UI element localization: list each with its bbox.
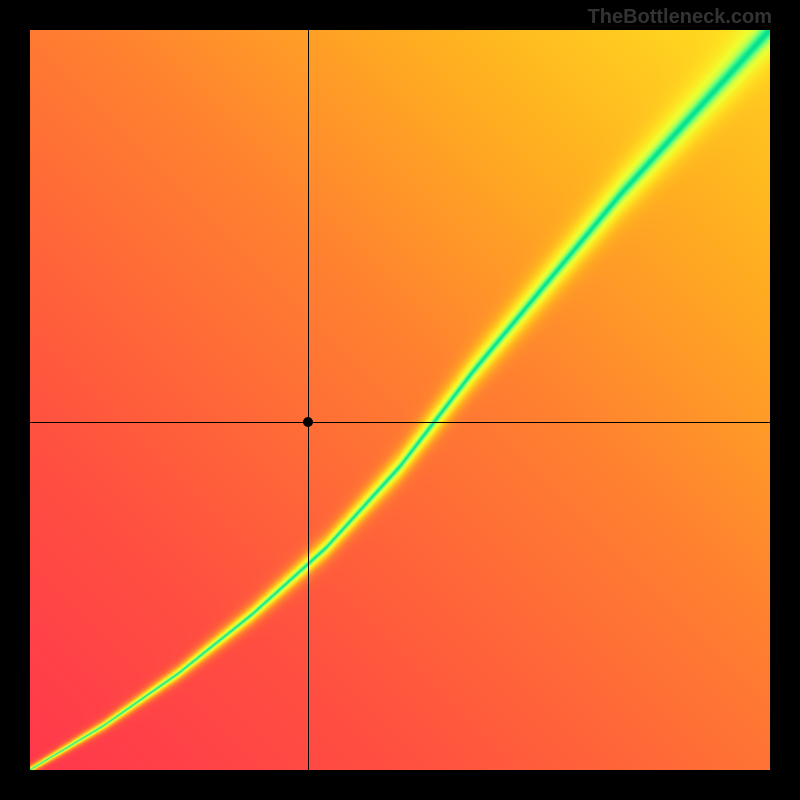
- crosshair-horizontal: [30, 422, 770, 423]
- watermark-text: TheBottleneck.com: [588, 6, 772, 29]
- crosshair-vertical: [308, 30, 309, 770]
- crosshair-marker: [303, 417, 313, 427]
- heatmap-canvas: [30, 30, 770, 770]
- bottleneck-heatmap: [30, 30, 770, 770]
